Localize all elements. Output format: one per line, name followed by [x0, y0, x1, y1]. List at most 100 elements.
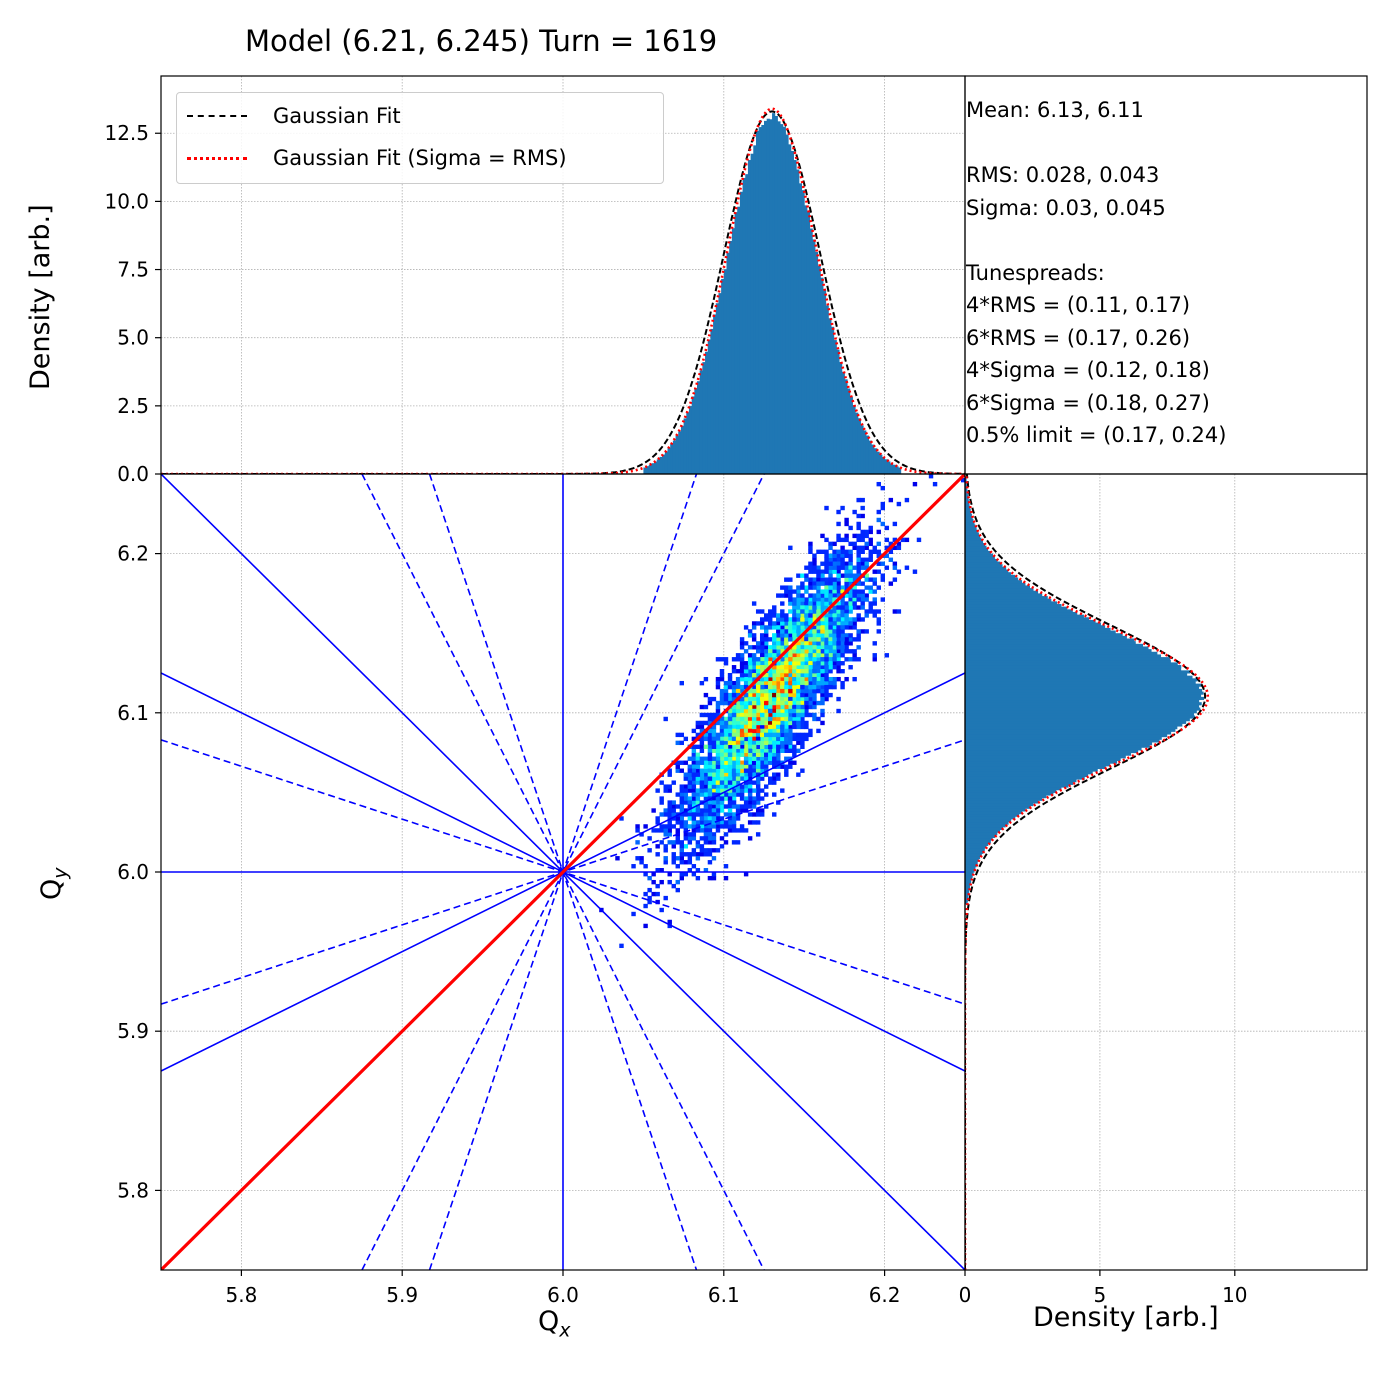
heatmap-cell — [743, 760, 749, 765]
heatmap-cell — [743, 728, 749, 734]
heatmap-cell — [759, 669, 765, 674]
heatmap-cell — [679, 732, 684, 738]
heatmap-cell — [852, 585, 857, 590]
qx-histogram-bar — [643, 467, 647, 474]
heatmap-cell — [816, 593, 821, 598]
qy-histogram-bar — [965, 657, 1171, 661]
heatmap-cell — [796, 625, 801, 630]
heatmap-cell — [776, 669, 781, 674]
heatmap-cell — [755, 688, 761, 694]
y-tick-label: 5.9 — [117, 1019, 149, 1043]
heatmap-cell — [784, 704, 789, 710]
heatmap-cell — [808, 577, 813, 582]
heatmap-cell — [764, 716, 769, 722]
qy-histogram-bar — [965, 521, 975, 525]
heatmap-cell — [751, 696, 757, 702]
heatmap-cell — [671, 883, 676, 889]
heatmap-cell — [759, 700, 765, 706]
heatmap-cell — [683, 796, 689, 801]
qy-histogram-bar — [965, 529, 978, 533]
qy-histogram-bar — [965, 500, 970, 504]
heatmap-cell — [703, 832, 709, 837]
heatmap-cell — [864, 593, 869, 598]
heatmap-cell — [679, 875, 684, 881]
heatmap-cell — [836, 637, 841, 642]
qx-histogram-bar — [855, 412, 859, 474]
heatmap-cell — [751, 708, 757, 714]
heatmap-cell — [683, 792, 689, 797]
heatmap-cell — [747, 716, 753, 722]
heatmap-cell — [691, 728, 697, 734]
heatmap-cell — [687, 824, 693, 829]
heatmap-cell — [804, 696, 809, 702]
qy-histogram-bar — [965, 479, 967, 483]
heatmap-cell — [816, 669, 821, 674]
heatmap-cell — [864, 541, 869, 547]
qx-fit-curves — [161, 107, 965, 474]
heatmap-cell — [695, 808, 701, 813]
heatmap-cell — [852, 605, 857, 610]
heatmap-cell — [820, 641, 825, 646]
heatmap-cell — [755, 740, 761, 746]
heatmap-cell — [840, 617, 845, 622]
heatmap-cell — [804, 665, 809, 670]
heatmap-cell — [691, 832, 697, 837]
heatmap-cell — [639, 832, 644, 837]
heatmap-cell — [824, 589, 829, 594]
heatmap-cell — [715, 748, 721, 753]
heatmap-cell — [747, 720, 753, 726]
heatmap-cell — [840, 601, 845, 606]
heatmap-cell — [683, 832, 689, 837]
heatmap-cell — [768, 673, 773, 678]
heatmap-cell — [876, 517, 881, 523]
heatmap-cell — [820, 688, 825, 694]
heatmap-cell — [759, 812, 765, 817]
stat-4sigma: 4*Sigma = (0.12, 0.18) — [966, 358, 1210, 382]
heatmap-cell — [743, 780, 749, 785]
heatmap-cell — [848, 649, 853, 654]
heatmap-cell — [727, 748, 733, 753]
heatmap-cell — [780, 724, 785, 730]
heatmap-cell — [699, 712, 705, 718]
heatmap-cell — [723, 760, 729, 765]
qx-histogram-bar — [884, 459, 888, 474]
heatmap-cell — [659, 800, 664, 805]
heatmap-cell — [824, 569, 829, 574]
heatmap-cell — [804, 704, 809, 710]
heatmap-cell — [727, 720, 733, 726]
heatmap-cell — [759, 716, 765, 722]
heatmap-cell — [800, 700, 805, 706]
heatmap-cell — [759, 760, 765, 765]
heatmap-cell — [888, 549, 894, 554]
heatmap-cell — [820, 633, 825, 638]
qy-histogram-bar — [965, 877, 973, 881]
qy-histogram-bar — [965, 829, 1001, 833]
qy-histogram-bar — [965, 484, 968, 488]
heatmap-cell — [808, 641, 813, 646]
qy-histogram-bar — [965, 495, 969, 499]
heatmap-cell — [840, 613, 845, 618]
heatmap-cell — [888, 497, 894, 503]
heatmap-cell — [888, 541, 894, 547]
qy-histogram-bar — [965, 606, 1068, 610]
heatmap-cell — [747, 760, 753, 765]
heatmap-cell — [868, 557, 873, 562]
heatmap-cell — [772, 716, 777, 722]
heatmap-cell — [852, 593, 857, 598]
heatmap-cell — [832, 553, 837, 558]
heatmap-cell — [691, 820, 697, 825]
heatmap-cell — [727, 700, 733, 706]
heatmap-cell — [699, 792, 705, 797]
heatmap-cell — [788, 665, 793, 670]
heatmap-cell — [792, 696, 797, 702]
heatmap-cell — [828, 601, 833, 606]
heatmap-cell — [755, 812, 761, 817]
density-y-tick-label: 12.5 — [104, 121, 149, 145]
heatmap-cell — [836, 676, 841, 682]
heatmap-cell — [836, 593, 841, 598]
heatmap-cell — [727, 728, 733, 734]
heatmap-cell — [699, 772, 705, 777]
qx-histogram-bar — [680, 425, 685, 474]
heatmap-cell — [780, 736, 785, 742]
heatmap-cell — [772, 692, 777, 698]
